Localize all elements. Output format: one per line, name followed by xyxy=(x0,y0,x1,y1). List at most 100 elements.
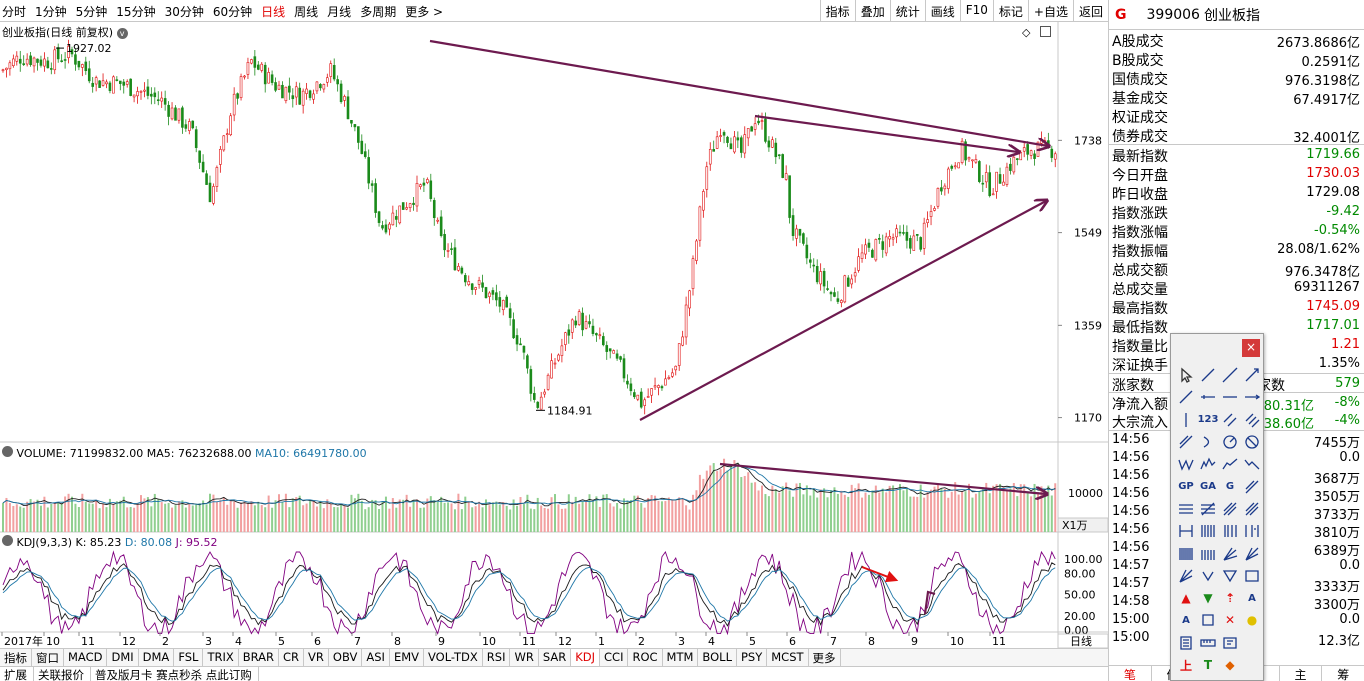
tool-tab-7[interactable]: 返回 xyxy=(1072,0,1108,22)
palette-tool-period-icon[interactable] xyxy=(1175,520,1197,542)
palette-tool-cursor-icon[interactable] xyxy=(1175,364,1197,386)
indicator-tab-23[interactable]: MCST xyxy=(767,649,809,666)
palette-tool-blank-icon[interactable] xyxy=(1241,632,1263,654)
indicator-tab-5[interactable]: FSL xyxy=(174,649,204,666)
bottom-tab-0[interactable]: 扩展 xyxy=(0,667,34,681)
palette-tool-circle-x-icon[interactable] xyxy=(1241,431,1263,453)
palette-tool-arc-icon[interactable] xyxy=(1197,431,1219,453)
palette-tool-slash-icon[interactable] xyxy=(1175,431,1197,453)
period-tab-9[interactable]: 多周期 xyxy=(360,5,397,19)
bottom-tab-2[interactable]: 普及版月卡 赛点秒杀 点此订购 xyxy=(91,667,259,681)
restore-icon[interactable] xyxy=(1040,26,1051,37)
volume-trendline[interactable] xyxy=(719,462,1046,494)
indicator-tab-6[interactable]: TRIX xyxy=(203,649,239,666)
palette-tool-up-red-icon[interactable]: ▲ xyxy=(1175,587,1197,609)
palette-tool-h-line-icon[interactable] xyxy=(1219,386,1241,408)
indicator-tab-16[interactable]: SAR xyxy=(539,649,572,666)
indicator-tab-19[interactable]: ROC xyxy=(628,649,663,666)
chart-canvas[interactable]: 17381549135911701927.021184.9110000X1万10… xyxy=(0,22,1108,648)
tool-tab-1[interactable]: 叠加 xyxy=(854,0,890,22)
indicator-tab-12[interactable]: EMV xyxy=(390,649,424,666)
palette-tool-bars2-icon[interactable] xyxy=(1219,520,1241,542)
chevron-down-icon[interactable] xyxy=(2,535,13,546)
period-badge[interactable]: 日线 xyxy=(1070,634,1092,648)
indicator-tab-18[interactable]: CCI xyxy=(600,649,629,666)
close-icon[interactable]: × xyxy=(1242,339,1260,357)
palette-tool-gann2-icon[interactable] xyxy=(1241,542,1263,564)
palette-tool-T-mark-icon[interactable]: T xyxy=(1197,654,1219,676)
bottom-tab-1[interactable]: 关联报价 xyxy=(34,667,91,681)
tool-tab-2[interactable]: 统计 xyxy=(889,0,925,22)
palette-tool-fib-icon[interactable] xyxy=(1175,498,1197,520)
palette-tool-bar-mark-icon[interactable] xyxy=(1241,475,1263,497)
tool-tab-3[interactable]: 画线 xyxy=(924,0,960,22)
palette-tool-down-arrow-icon[interactable] xyxy=(1197,565,1219,587)
chart-area[interactable]: 1738 1549 1359 1170 1927.02 1184.91 10000 X1万 10… xyxy=(0,22,1108,648)
palette-tool-h-ray-icon[interactable] xyxy=(1241,386,1263,408)
indicator-tab-14[interactable]: RSI xyxy=(483,649,511,666)
palette-tool-up-mark-icon[interactable]: 上 xyxy=(1175,654,1197,676)
palette-tool-note2-icon[interactable] xyxy=(1219,632,1241,654)
indicator-tab-8[interactable]: CR xyxy=(279,649,305,666)
palette-tool-box-icon[interactable] xyxy=(1197,609,1219,631)
palette-tool-GA-icon[interactable]: GA xyxy=(1197,475,1219,497)
tool-tab-5[interactable]: 标记 xyxy=(992,0,1028,22)
palette-tool-wave-icon[interactable] xyxy=(1175,453,1197,475)
palette-tool-fan-icon[interactable] xyxy=(1175,565,1197,587)
palette-tool-dots-icon[interactable]: ● xyxy=(1241,609,1263,631)
period-tab-3[interactable]: 15分钟 xyxy=(116,5,156,19)
period-tab-4[interactable]: 30分钟 xyxy=(164,5,204,19)
kdj-red-arrow[interactable] xyxy=(861,566,899,583)
palette-tool-triangle-icon[interactable] xyxy=(1219,565,1241,587)
palette-tool-segment-icon[interactable] xyxy=(1197,364,1219,386)
palette-tool-wave2-icon[interactable] xyxy=(1197,453,1219,475)
palette-tool-ray-icon[interactable] xyxy=(1241,364,1263,386)
palette-tool-fib4-icon[interactable] xyxy=(1241,498,1263,520)
palette-tool-gann-icon[interactable] xyxy=(1219,542,1241,564)
palette-tool-GP-icon[interactable]: GP xyxy=(1175,475,1197,497)
palette-tool-v-line-icon[interactable] xyxy=(1175,409,1197,431)
period-tab-8[interactable]: 月线 xyxy=(327,5,352,19)
palette-tool-G-icon[interactable]: G xyxy=(1219,475,1241,497)
palette-tool-wave4-icon[interactable] xyxy=(1241,453,1263,475)
palette-tool-down-green-icon[interactable]: ▼ xyxy=(1197,587,1219,609)
tool-tab-4[interactable]: F10 xyxy=(959,0,993,22)
tool-tab-0[interactable]: 指标 xyxy=(819,0,855,22)
palette-tool-x-red-icon[interactable]: ✕ xyxy=(1219,609,1241,631)
indicator-tab-0[interactable]: 指标 xyxy=(0,649,32,666)
indicator-tab-2[interactable]: MACD xyxy=(64,649,108,666)
palette-tool-blank2-icon[interactable] xyxy=(1241,654,1263,676)
tool-tab-6[interactable]: +自选 xyxy=(1027,0,1073,22)
tick-list[interactable]: 14:56 7455万 14:56 0.0 14:56 3687万 14:56 3505万 14… xyxy=(1109,430,1364,649)
palette-tool-ruler-icon[interactable] xyxy=(1197,632,1219,654)
palette-tool-rect-icon[interactable] xyxy=(1241,565,1263,587)
indicator-tab-4[interactable]: DMA xyxy=(139,649,175,666)
palette-tool-A-icon[interactable]: A xyxy=(1241,587,1263,609)
period-tab-7[interactable]: 周线 xyxy=(294,5,319,19)
indicator-tab-1[interactable]: 窗口 xyxy=(32,649,64,666)
palette-tool-rg-icon[interactable]: ◆ xyxy=(1219,654,1241,676)
palette-tool-bars3-icon[interactable] xyxy=(1241,520,1263,542)
indicator-tab-20[interactable]: MTM xyxy=(663,649,699,666)
period-tab-1[interactable]: 1分钟 xyxy=(35,5,67,19)
palette-tool-A2-icon[interactable]: A xyxy=(1175,609,1197,631)
palette-tool-parallel-icon[interactable] xyxy=(1219,409,1241,431)
palette-tool-diagonal-icon[interactable] xyxy=(1175,386,1197,408)
chevron-down-icon[interactable]: v xyxy=(116,28,128,39)
indicator-tab-11[interactable]: ASI xyxy=(362,649,390,666)
palette-tool-wave3-icon[interactable] xyxy=(1219,453,1241,475)
diamond-icon[interactable]: ◇ xyxy=(1022,26,1031,39)
support-trendline[interactable] xyxy=(639,201,1046,421)
indicator-tab-7[interactable]: BRAR xyxy=(239,649,280,666)
palette-tool-bars-icon[interactable] xyxy=(1197,520,1219,542)
palette-tool-channel-icon[interactable] xyxy=(1241,409,1263,431)
indicator-tab-3[interactable]: DMI xyxy=(107,649,139,666)
indicator-tab-17[interactable]: KDJ xyxy=(571,649,601,666)
kdj-up-arrow[interactable] xyxy=(923,590,936,615)
period-tab-0[interactable]: 分时 xyxy=(2,5,27,19)
palette-tool-ticks2-icon[interactable] xyxy=(1197,542,1219,564)
indicator-tab-10[interactable]: OBV xyxy=(329,649,363,666)
palette-tool-h-seg-icon[interactable] xyxy=(1197,386,1219,408)
palette-tool-line-icon[interactable] xyxy=(1219,364,1241,386)
palette-tool-fib3-icon[interactable] xyxy=(1219,498,1241,520)
